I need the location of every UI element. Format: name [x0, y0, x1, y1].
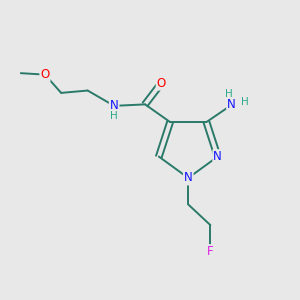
Text: O: O [40, 68, 50, 81]
Text: N: N [184, 172, 193, 184]
Text: F: F [207, 245, 214, 258]
Text: H: H [241, 97, 249, 107]
Text: N: N [213, 150, 222, 163]
Text: N: N [227, 98, 236, 112]
Text: O: O [157, 77, 166, 90]
Text: H: H [225, 89, 233, 99]
Text: H: H [110, 111, 117, 122]
Text: N: N [110, 99, 118, 112]
